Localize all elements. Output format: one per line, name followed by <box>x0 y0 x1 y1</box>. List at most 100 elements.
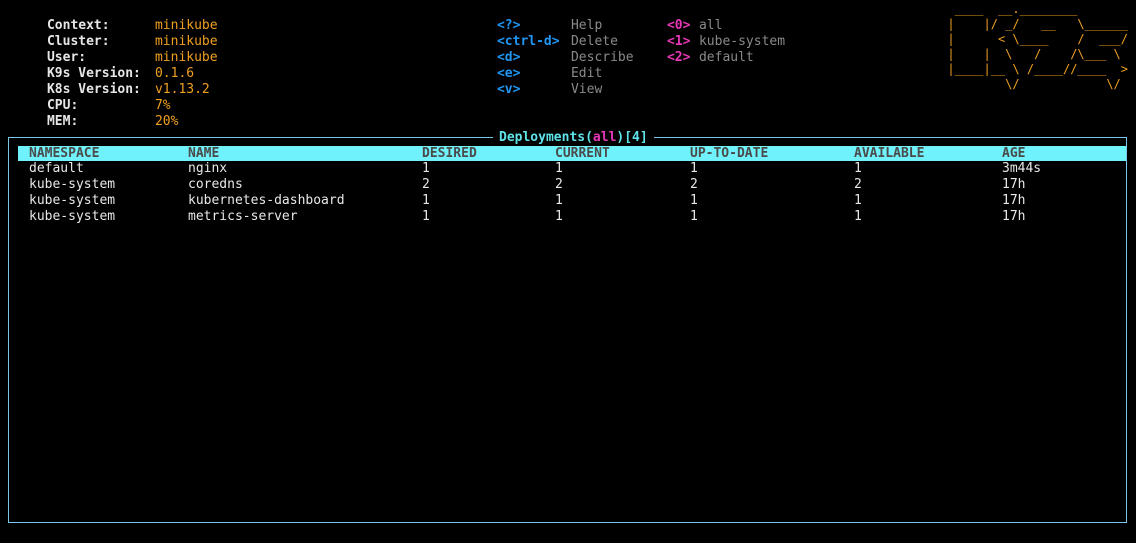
cell-available: 2 <box>854 177 862 192</box>
info-value-k9s-version: 0.1.6 <box>154 66 195 81</box>
cell-age: 17h <box>1002 193 1026 208</box>
info-label-user: User: <box>46 50 87 65</box>
cell-current: 1 <box>555 193 563 208</box>
info-value-cluster: minikube <box>154 34 218 49</box>
keybinding-edit-label: Edit <box>570 66 603 81</box>
column-header-namespace[interactable]: NAMESPACE <box>29 146 100 161</box>
info-row-k8s-version: K8s Version: v1.13.2 <box>0 66 430 97</box>
cell-desired: 1 <box>422 161 430 176</box>
column-header-name[interactable]: NAME <box>188 146 220 161</box>
deployments-panel: Deployments(all)[4] NAMESPACE NAME DESIR… <box>8 129 1127 523</box>
logo-line-4: | | \ / /\___ \ <box>947 47 1128 61</box>
info-row-cpu: CPU: 7% <box>0 82 430 113</box>
table-row[interactable]: default nginx 1 1 1 1 3m44s <box>18 161 1126 177</box>
keybinding-describe-label: Describe <box>570 50 634 65</box>
column-header-available[interactable]: AVAILABLE <box>854 146 925 161</box>
cell-up-to-date: 1 <box>690 209 698 224</box>
cell-namespace: kube-system <box>29 177 116 192</box>
cell-available: 1 <box>854 209 862 224</box>
cell-up-to-date: 2 <box>690 177 698 192</box>
panel-title-prefix: Deployments( <box>499 130 593 145</box>
cell-available: 1 <box>854 193 862 208</box>
info-label-cluster: Cluster: <box>46 34 110 49</box>
keybinding-describe-chord: <d> <box>496 50 521 65</box>
keybinding-delete[interactable]: <ctrl-d> Delete <box>450 18 620 49</box>
info-label-k8s-version: K8s Version: <box>46 82 141 97</box>
namespace-shortcut-all-label: all <box>698 18 723 33</box>
logo-line-3: | < \____ / ___/ <box>947 32 1128 46</box>
column-header-up-to-date[interactable]: UP-TO-DATE <box>690 146 769 161</box>
keybinding-help-label: Help <box>570 18 603 33</box>
table-header-row: NAMESPACE NAME DESIRED CURRENT UP-TO-DAT… <box>18 146 1126 161</box>
namespace-shortcut-kube-system-label: kube-system <box>698 34 786 49</box>
deployments-table: NAMESPACE NAME DESIRED CURRENT UP-TO-DAT… <box>9 146 1126 225</box>
cluster-info-panel: Context: minikube Cluster: minikube User: m… <box>0 2 430 129</box>
namespace-shortcut-default-label: default <box>698 50 754 65</box>
info-row-context: Context: minikube <box>0 2 430 33</box>
cell-up-to-date: 1 <box>690 161 698 176</box>
cell-age: 17h <box>1002 177 1026 192</box>
cell-age: 17h <box>1002 209 1026 224</box>
cell-desired: 1 <box>422 193 430 208</box>
cell-namespace: kube-system <box>29 209 116 224</box>
info-label-context: Context: <box>46 18 110 33</box>
cell-current: 2 <box>555 177 563 192</box>
namespace-shortcut-default-chord: <2> <box>666 50 691 65</box>
panel-title: Deployments(all)[4] <box>493 129 654 146</box>
column-header-age[interactable]: AGE <box>1002 146 1026 161</box>
info-row-mem: MEM: 20% <box>0 98 430 129</box>
cell-desired: 1 <box>422 209 430 224</box>
namespace-shortcut-all-chord: <0> <box>666 18 691 33</box>
logo-line-5: |____|__ \ /____//____ > <box>947 62 1128 76</box>
namespace-keybindings-panel: <0> all <1> kube-system <2> default <box>620 2 880 65</box>
command-keybindings-panel: <?> Help <ctrl-d> Delete <d> Describe <e> Ed… <box>450 2 634 97</box>
keybinding-edit[interactable]: <e> Edit <box>450 50 620 81</box>
keybinding-view-label: View <box>570 82 603 97</box>
info-row-cluster: Cluster: minikube <box>0 18 430 49</box>
column-header-current[interactable]: CURRENT <box>555 146 610 161</box>
info-value-user: minikube <box>154 50 218 65</box>
info-row-user: User: minikube <box>0 34 430 65</box>
keybinding-describe[interactable]: <d> Describe <box>450 34 634 65</box>
info-value-mem: 20% <box>154 114 179 129</box>
info-label-k9s-version: K9s Version: <box>46 66 141 81</box>
cell-current: 1 <box>555 209 563 224</box>
cell-name: metrics-server <box>188 209 298 224</box>
cell-name: coredns <box>188 177 243 192</box>
panel-title-scope: all <box>592 130 617 145</box>
namespace-shortcut-kube-system-chord: <1> <box>666 34 691 49</box>
info-value-cpu: 7% <box>154 98 171 113</box>
keybinding-edit-chord: <e> <box>496 66 521 81</box>
info-label-cpu: CPU: <box>46 98 79 113</box>
cell-current: 1 <box>555 161 563 176</box>
panel-title-suffix: )[4] <box>616 130 648 145</box>
logo-line-1: ____ __.________ <box>947 2 1128 16</box>
info-value-k8s-version: v1.13.2 <box>154 82 210 97</box>
keybinding-view[interactable]: <v> View <box>450 66 620 97</box>
cell-name: kubernetes-dashboard <box>188 193 345 208</box>
keybinding-view-chord: <v> <box>496 82 521 97</box>
info-value-context: minikube <box>154 18 218 33</box>
cell-namespace: kube-system <box>29 193 116 208</box>
info-label-mem: MEM: <box>46 114 79 129</box>
cell-desired: 2 <box>422 177 430 192</box>
namespace-shortcut-kube-system[interactable]: <1> kube-system <box>620 18 880 49</box>
cell-up-to-date: 1 <box>690 193 698 208</box>
table-row[interactable]: kube-system metrics-server 1 1 1 1 17h <box>18 209 1126 225</box>
keybinding-help[interactable]: <?> Help <box>450 2 620 33</box>
keybinding-delete-label: Delete <box>570 34 618 49</box>
table-row[interactable]: kube-system coredns 2 2 2 2 17h <box>18 177 1126 193</box>
table-row[interactable]: kube-system kubernetes-dashboard 1 1 1 1… <box>18 193 1126 209</box>
k9s-logo-icon: ____ __.________ | |/ _/ __ \______ | < … <box>947 2 1128 92</box>
namespace-shortcut-default[interactable]: <2> default <box>620 34 880 65</box>
cell-age: 3m44s <box>1002 161 1042 176</box>
cell-name: nginx <box>188 161 228 176</box>
namespace-shortcut-all[interactable]: <0> all <box>620 2 880 33</box>
cell-available: 1 <box>854 161 862 176</box>
logo-line-2: | |/ _/ __ \______ <box>947 17 1128 31</box>
cell-namespace: default <box>29 161 84 176</box>
keybinding-help-chord: <?> <box>496 18 521 33</box>
column-header-desired[interactable]: DESIRED <box>422 146 477 161</box>
info-row-k9s-version: K9s Version: 0.1.6 <box>0 50 430 81</box>
